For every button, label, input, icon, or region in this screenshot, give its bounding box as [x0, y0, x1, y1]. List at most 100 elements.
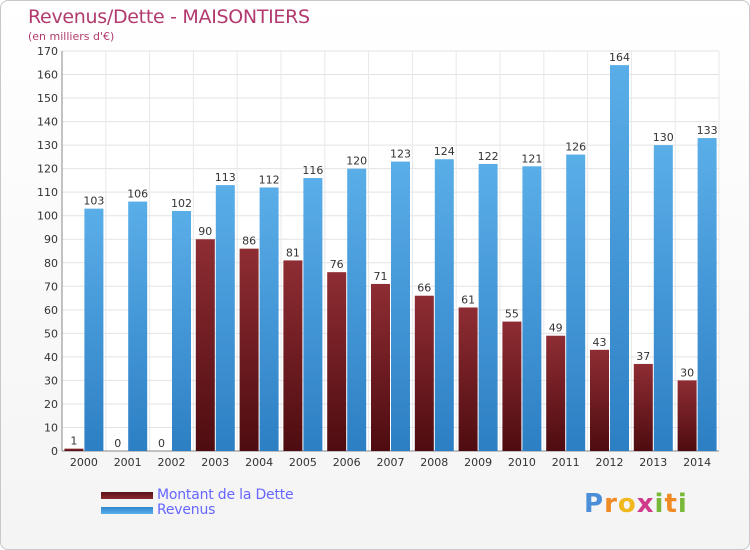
- bar-revenus: [172, 211, 191, 451]
- bar-dette: [633, 363, 653, 451]
- chart-title: Revenus/Dette - MAISONTIERS: [28, 6, 310, 28]
- bar-dette: [327, 272, 347, 451]
- x-tick-label: 2004: [245, 456, 273, 469]
- data-label-revenus: 126: [565, 141, 586, 154]
- bar-revenus: [391, 161, 410, 451]
- y-tick-label: 150: [37, 92, 58, 105]
- data-label-dette: 76: [330, 258, 344, 271]
- y-tick-label: 120: [37, 163, 58, 176]
- bar-dette: [283, 260, 303, 451]
- x-tick-label: 2002: [158, 456, 186, 469]
- data-label-revenus: 121: [521, 152, 542, 165]
- x-tick-label: 2014: [683, 456, 711, 469]
- legend-label-revenus: Revenus: [157, 502, 216, 518]
- bar-revenus: [259, 187, 279, 451]
- y-tick-label: 50: [44, 327, 58, 340]
- x-tick-label: 2012: [596, 456, 624, 469]
- bar-revenus: [303, 178, 323, 451]
- legend-item-dette: Montant de la Dette: [101, 487, 294, 503]
- x-tick-label: 2005: [289, 456, 317, 469]
- data-label-dette: 61: [461, 293, 475, 306]
- data-label-revenus: 124: [434, 145, 455, 158]
- bar-revenus: [128, 201, 148, 451]
- data-label-revenus: 130: [653, 131, 674, 144]
- y-tick-label: 0: [51, 445, 58, 458]
- data-label-dette: 0: [158, 437, 165, 450]
- bar-revenus: [347, 168, 367, 451]
- data-label-dette: 81: [286, 246, 300, 259]
- legend-label-dette: Montant de la Dette: [157, 487, 294, 503]
- data-label-dette: 43: [593, 336, 607, 349]
- data-label-dette: 49: [549, 322, 563, 335]
- bar-revenus: [610, 65, 629, 451]
- data-label-dette: 66: [417, 282, 431, 295]
- bar-revenus: [478, 163, 498, 452]
- logo-letter: o: [617, 489, 637, 519]
- data-label-revenus: 102: [171, 197, 192, 210]
- y-tick-label: 30: [44, 374, 58, 387]
- bar-revenus: [215, 185, 235, 451]
- data-label-revenus: 123: [390, 148, 411, 161]
- data-label-revenus: 116: [302, 164, 323, 177]
- bar-dette: [546, 335, 566, 451]
- legend-swatch-dette: [101, 491, 153, 499]
- y-tick-label: 110: [37, 186, 58, 199]
- data-label-dette: 71: [374, 270, 388, 283]
- proxiti-logo: Proxiti: [584, 489, 688, 519]
- data-label-dette: 0: [114, 437, 121, 450]
- bar-dette: [590, 349, 609, 451]
- legend-item-revenus: Revenus: [101, 502, 215, 518]
- data-label-dette: 90: [198, 225, 212, 238]
- x-tick-label: 2009: [464, 456, 492, 469]
- bar-revenus: [653, 145, 673, 451]
- logo-letter: x: [636, 489, 655, 519]
- bar-dette: [64, 448, 84, 451]
- y-tick-label: 140: [37, 116, 58, 129]
- data-label-revenus: 113: [215, 171, 236, 184]
- logo-letter: r: [604, 489, 618, 519]
- y-tick-label: 100: [37, 210, 58, 223]
- logo-letter: i: [677, 489, 688, 519]
- y-tick-label: 40: [44, 351, 58, 364]
- bar-dette: [239, 248, 259, 451]
- bar-dette: [414, 295, 434, 451]
- x-tick-label: 2011: [552, 456, 580, 469]
- bar-dette: [458, 307, 478, 451]
- logo-letter: t: [664, 489, 678, 519]
- x-tick-label: 2000: [70, 456, 98, 469]
- bar-revenus: [522, 166, 542, 451]
- bar-dette: [195, 239, 215, 451]
- data-label-revenus: 112: [259, 173, 280, 186]
- y-tick-label: 10: [44, 421, 58, 434]
- x-tick-label: 2013: [639, 456, 667, 469]
- y-tick-label: 70: [44, 280, 58, 293]
- chart-subtitle: (en milliers d'€): [28, 30, 115, 43]
- x-tick-label: 2008: [420, 456, 448, 469]
- data-label-revenus: 122: [478, 150, 499, 163]
- data-label-revenus: 133: [697, 124, 718, 137]
- bar-dette: [502, 321, 522, 451]
- data-label-revenus: 120: [346, 155, 367, 168]
- bar-dette: [371, 283, 390, 451]
- logo-letter: i: [654, 489, 665, 519]
- data-label-dette: 30: [680, 366, 694, 379]
- bar-dette: [677, 380, 697, 451]
- legend-swatch-revenus: [101, 506, 153, 514]
- y-tick-label: 170: [37, 45, 58, 58]
- x-tick-label: 2006: [333, 456, 361, 469]
- data-label-dette: 55: [505, 308, 519, 321]
- data-label-dette: 1: [70, 435, 77, 448]
- y-tick-label: 90: [44, 233, 58, 246]
- y-tick-label: 80: [44, 257, 58, 270]
- y-tick-label: 20: [44, 398, 58, 411]
- y-tick-label: 160: [37, 69, 58, 82]
- data-label-dette: 37: [636, 350, 650, 363]
- x-tick-label: 2007: [377, 456, 405, 469]
- x-tick-label: 2003: [201, 456, 229, 469]
- x-tick-label: 2010: [508, 456, 536, 469]
- data-label-revenus: 164: [609, 51, 630, 64]
- bar-revenus: [697, 138, 717, 451]
- y-tick-label: 60: [44, 304, 58, 317]
